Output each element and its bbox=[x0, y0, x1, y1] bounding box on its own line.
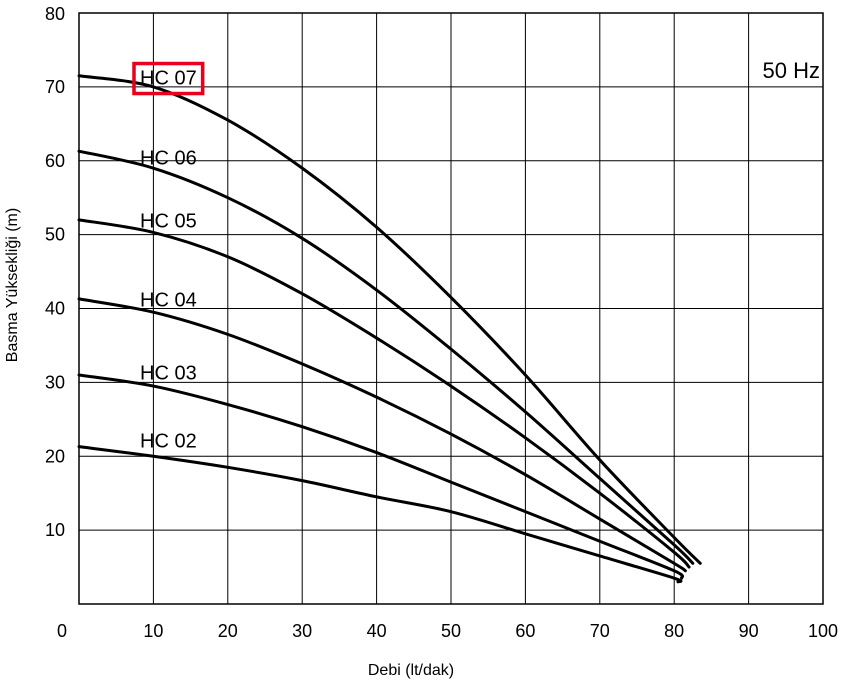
series-curves bbox=[77, 74, 702, 584]
series-label-hc-05: HC 05 bbox=[140, 210, 197, 232]
plot-frame bbox=[78, 12, 824, 605]
x-tick-label: 0 bbox=[57, 621, 67, 641]
y-tick-label: 70 bbox=[45, 77, 65, 97]
x-tick-label: 40 bbox=[367, 621, 387, 641]
curve-hc-04 bbox=[77, 297, 687, 573]
y-tick-label: 40 bbox=[45, 299, 65, 319]
x-tick-label: 20 bbox=[218, 621, 238, 641]
curve-hc-05 bbox=[77, 218, 691, 569]
curve-hc-07 bbox=[77, 74, 702, 565]
y-tick-label: 30 bbox=[45, 372, 65, 392]
x-tick-label: 50 bbox=[441, 621, 461, 641]
series-label-hc-06: HC 06 bbox=[140, 148, 197, 170]
series-label-hc-02: HC 02 bbox=[140, 430, 197, 452]
y-tick-label: 80 bbox=[45, 4, 65, 24]
x-tick-label: 70 bbox=[590, 621, 610, 641]
highlight-box bbox=[132, 61, 205, 96]
x-tick-label: 80 bbox=[664, 621, 684, 641]
y-tick-label: 60 bbox=[45, 151, 65, 171]
x-tick-label: 30 bbox=[292, 621, 312, 641]
curve-hc-02 bbox=[77, 445, 683, 584]
frequency-annotation: 50 Hz bbox=[763, 58, 820, 83]
x-tick-label: 100 bbox=[808, 621, 838, 641]
x-tick-label: 60 bbox=[515, 621, 535, 641]
y-tick-label: 10 bbox=[45, 520, 65, 540]
series-label-hc-03: HC 03 bbox=[140, 362, 197, 384]
grid bbox=[78, 12, 824, 605]
series-labels: HC 07 HC 06 HC 05 HC 04 HC 03 HC 02 bbox=[132, 61, 205, 452]
x-tick-label: 10 bbox=[143, 621, 163, 641]
curve-hc-03 bbox=[77, 373, 685, 580]
y-tick-label: 50 bbox=[45, 225, 65, 245]
curve-hc-06 bbox=[77, 149, 695, 565]
series-label-hc-07: HC 07 bbox=[140, 68, 197, 90]
x-tick-label: 90 bbox=[739, 621, 759, 641]
y-tick-label: 20 bbox=[45, 446, 65, 466]
tick-labels: 0 10 20 30 40 50 60 70 80 90 100 10 20 30 40 50 60 70 80 bbox=[45, 4, 838, 641]
series-label-hc-04: HC 04 bbox=[140, 290, 197, 312]
x-axis-title: Debi (lt/dak) bbox=[368, 662, 454, 679]
y-axis-title: Basma Yüksekliği (m) bbox=[4, 208, 21, 362]
